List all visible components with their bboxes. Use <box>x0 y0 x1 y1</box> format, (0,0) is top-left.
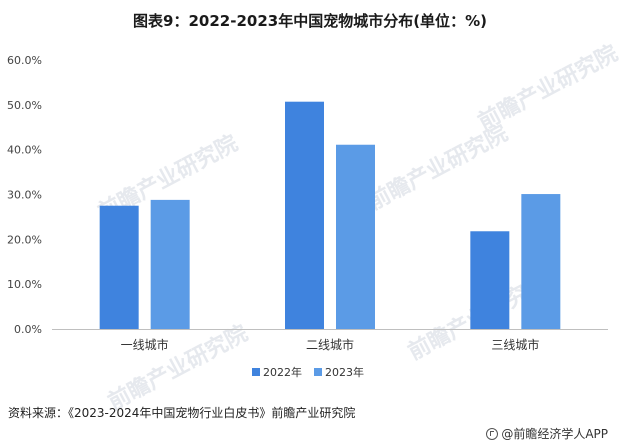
chart-title: 图表9：2022-2023年中国宠物城市分布(单位：%) <box>133 12 487 30</box>
x-tick-label: 三线城市 <box>491 337 539 352</box>
y-tick-label: 0.0% <box>14 323 42 336</box>
source-note: 资料来源：《2023-2024年中国宠物行业白皮书》前瞻产业研究院 <box>8 406 356 420</box>
y-tick-label: 10.0% <box>7 278 42 291</box>
y-tick-label: 50.0% <box>7 99 42 112</box>
footer-brand: @前瞻经济学人APP <box>486 425 608 442</box>
y-tick-label: 60.0% <box>7 54 42 67</box>
bar <box>521 194 561 329</box>
bar <box>150 199 190 329</box>
brand-logo-icon <box>486 427 499 440</box>
legend-label: 2023年 <box>325 365 364 379</box>
bar <box>336 144 375 329</box>
footer-brand-text: @前瞻经济学人APP <box>501 427 608 441</box>
x-tick-label: 二线城市 <box>306 337 354 352</box>
y-tick-label: 30.0% <box>7 189 42 202</box>
x-tick-label: 一线城市 <box>121 337 169 352</box>
legend-swatch <box>314 368 322 376</box>
bar <box>285 101 324 329</box>
bar <box>99 205 139 329</box>
legend-label: 2022年 <box>263 365 302 379</box>
y-tick-label: 20.0% <box>7 233 42 246</box>
bar <box>470 231 510 329</box>
bar-chart: 0.0% 10.0% 20.0% 30.0% 40.0% 50.0% 60.0% 一线城市 二线… <box>7 54 608 379</box>
legend-swatch <box>252 368 260 376</box>
y-tick-label: 40.0% <box>7 144 42 157</box>
